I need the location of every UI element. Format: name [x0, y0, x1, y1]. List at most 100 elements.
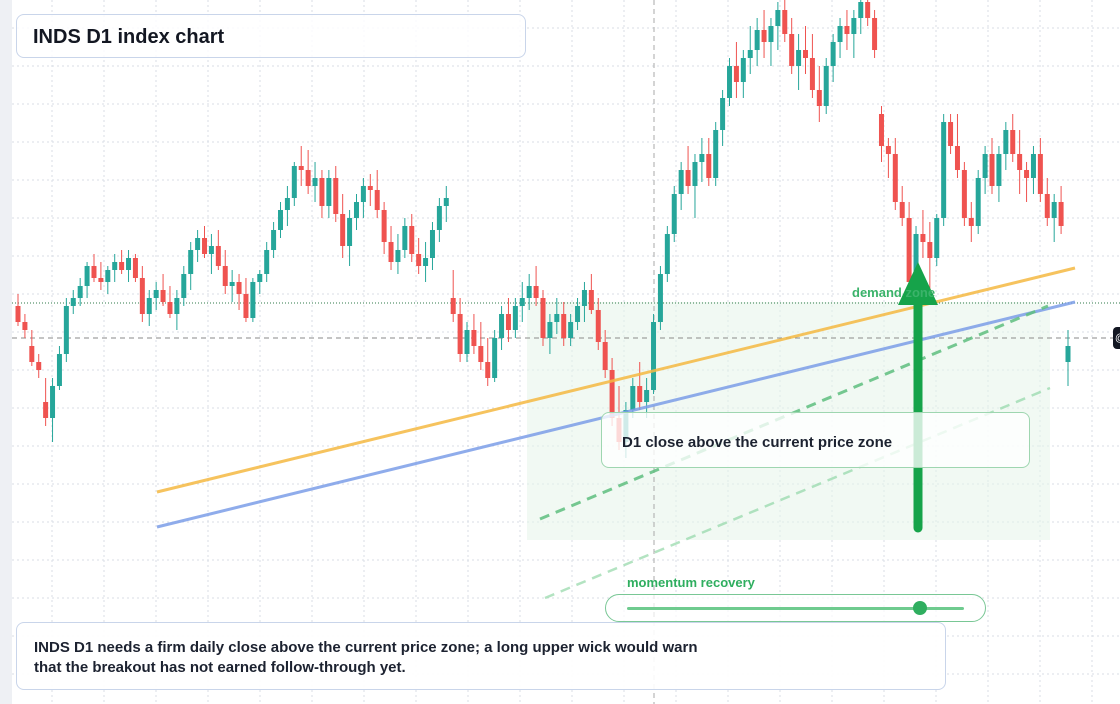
- candle-down: [706, 154, 712, 178]
- candle-up: [1065, 346, 1071, 362]
- candle-down: [236, 282, 242, 294]
- candle-up: [112, 262, 118, 270]
- candle-up: [257, 274, 263, 282]
- candle-down: [595, 310, 601, 342]
- candle-down: [98, 278, 104, 282]
- candle-up: [699, 154, 705, 162]
- candle-down: [906, 218, 912, 282]
- candle-up: [429, 230, 435, 258]
- candle-down: [872, 18, 878, 50]
- candle-up: [63, 306, 69, 354]
- candle-up: [526, 286, 532, 298]
- candle-up: [278, 210, 283, 230]
- note-line-2: that the breakout has not earned follow-…: [34, 659, 406, 676]
- chart-title: INDS D1 index chart: [33, 26, 225, 48]
- candle-up: [1003, 130, 1009, 154]
- candle-down: [588, 290, 594, 310]
- candle-up: [1051, 202, 1057, 218]
- candle-up: [347, 218, 353, 246]
- candle-down: [471, 330, 477, 346]
- candle-up: [146, 298, 152, 314]
- candle-up: [581, 290, 587, 306]
- candle-up: [492, 338, 498, 378]
- candle-down: [789, 34, 795, 66]
- candle-up: [934, 218, 940, 258]
- candle-down: [989, 154, 995, 186]
- candle-up: [423, 258, 429, 266]
- candle-up: [568, 322, 574, 338]
- candle-up: [775, 10, 781, 26]
- candle-up: [575, 306, 581, 322]
- candle-down: [485, 362, 491, 378]
- candle-down: [609, 370, 615, 418]
- candle-down: [844, 26, 850, 34]
- candle-down: [457, 314, 463, 354]
- candle-up: [84, 266, 90, 286]
- candle-down: [15, 306, 21, 322]
- candle-up: [271, 230, 277, 250]
- candle-down: [305, 170, 311, 186]
- candle-down: [388, 242, 394, 262]
- candle-down: [340, 214, 346, 246]
- projection-dashed-light: [544, 386, 1051, 600]
- title-panel: INDS D1 index chart: [16, 14, 526, 58]
- slider-thumb[interactable]: [913, 601, 928, 615]
- candle-up: [443, 198, 449, 206]
- candle-down: [333, 178, 339, 214]
- candle-down: [920, 234, 926, 242]
- candle-down: [160, 290, 166, 302]
- candle-down: [968, 218, 974, 226]
- candle-down: [685, 170, 691, 186]
- candle-down: [892, 154, 898, 202]
- candle-up: [671, 194, 677, 234]
- candle-up: [499, 314, 505, 338]
- candle-up: [181, 274, 187, 298]
- candle-down: [478, 346, 484, 362]
- momentum-slider[interactable]: [605, 594, 986, 622]
- candle-down: [602, 342, 608, 370]
- candle-up: [727, 66, 733, 98]
- candle-down: [91, 266, 97, 278]
- candle-down: [119, 262, 125, 270]
- candle-down: [298, 166, 304, 170]
- candle-down: [540, 298, 546, 338]
- candle-down: [948, 122, 954, 146]
- candle-down: [450, 298, 456, 314]
- candle-up: [1030, 154, 1036, 178]
- candle-down: [43, 402, 49, 418]
- candle-up: [56, 354, 62, 386]
- candle-down: [878, 114, 884, 146]
- candle-up: [395, 250, 401, 262]
- candle-up: [651, 322, 657, 390]
- momentum-label: momentum recovery: [627, 575, 755, 590]
- candle-up: [554, 314, 560, 322]
- candle-up: [291, 166, 297, 198]
- candle-up: [830, 42, 836, 66]
- candle-down: [29, 346, 35, 362]
- note-line-1: INDS D1 needs a firm daily close above t…: [34, 639, 698, 656]
- candle-down: [885, 146, 891, 154]
- left-scale-strip: [0, 0, 12, 704]
- candle-up: [353, 202, 359, 218]
- candle-down: [1024, 170, 1030, 178]
- slider-track: [627, 607, 964, 610]
- candle-down: [505, 314, 511, 330]
- candle-up: [284, 198, 290, 210]
- candle-down: [222, 266, 228, 286]
- candle-up: [195, 238, 201, 250]
- candle-up: [754, 30, 760, 50]
- candle-down: [809, 58, 815, 90]
- demand-zone-label: demand zone: [852, 285, 936, 300]
- candle-down: [1010, 130, 1016, 154]
- candle-up: [982, 154, 988, 178]
- candle-up: [547, 322, 553, 338]
- candle-down: [816, 90, 822, 106]
- candle-down: [139, 278, 145, 314]
- candle-down: [374, 190, 380, 210]
- note-text: INDS D1 needs a firm daily close above t…: [34, 638, 724, 678]
- candle-up: [326, 178, 332, 206]
- candle-up: [153, 290, 159, 298]
- candle-up: [436, 206, 442, 230]
- callout-panel: D1 close above the current price zone: [601, 412, 1030, 468]
- candle-down: [1017, 154, 1023, 170]
